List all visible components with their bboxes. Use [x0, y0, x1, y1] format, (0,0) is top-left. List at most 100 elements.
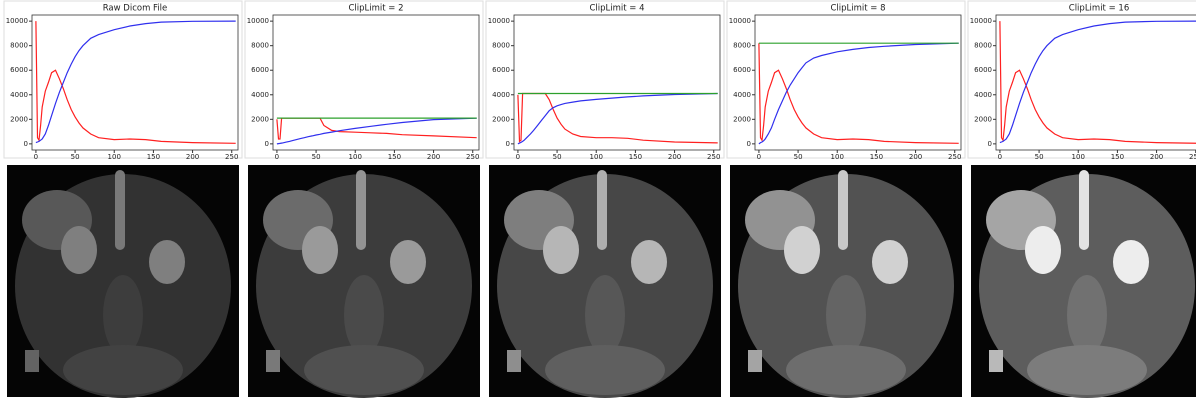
y-tick-label: 6000 [10, 66, 28, 74]
y-tick-label: 10000 [729, 17, 751, 25]
plot-frame [272, 14, 480, 151]
y-tick-label: 4000 [10, 91, 28, 99]
chart-title: ClipLimit = 16 [1069, 4, 1129, 14]
spine [1067, 275, 1107, 355]
pelvis [304, 345, 424, 395]
x-tick-label: 50 [553, 153, 562, 161]
x-tick-label: 250 [225, 153, 238, 161]
x-tick-label: 250 [707, 153, 720, 161]
x-tick-label: 100 [1072, 153, 1085, 161]
y-tick-label: 0 [506, 140, 510, 148]
x-tick-label: 250 [1189, 153, 1196, 161]
line-series [999, 21, 1196, 144]
chart-title: Raw Dicom File [103, 4, 168, 14]
line-series [35, 20, 236, 144]
mri-image [489, 165, 721, 398]
panel-frame [967, 0, 1196, 159]
y-tick-label: 8000 [251, 42, 269, 50]
pelvis [63, 345, 183, 395]
y-tick-label: 0 [988, 140, 992, 148]
y-tick-label: 8000 [733, 42, 751, 50]
y-tick-label: 6000 [251, 66, 269, 74]
x-tick-label: 50 [794, 153, 803, 161]
y-tick-label: 2000 [251, 115, 269, 123]
marker [507, 350, 521, 372]
panel-frame [485, 0, 725, 159]
y-tick-label: 2000 [733, 115, 751, 123]
mri-image [971, 165, 1196, 398]
x-tick-label: 0 [516, 153, 520, 161]
pelvis [1027, 345, 1147, 395]
line-series [517, 92, 718, 144]
x-tick-label: 250 [466, 153, 479, 161]
aorta [115, 170, 125, 250]
y-tick-label: 0 [24, 140, 28, 148]
panel-frame [726, 0, 966, 159]
spine [344, 275, 384, 355]
kidney-left [61, 226, 97, 274]
mri-image [730, 165, 962, 398]
pelvis [545, 345, 665, 395]
line-series [35, 21, 236, 144]
panel-frame [244, 0, 484, 159]
x-tick-label: 150 [870, 153, 883, 161]
chart-title: ClipLimit = 4 [589, 4, 644, 14]
y-tick-label: 10000 [247, 17, 269, 25]
aorta [1079, 170, 1089, 250]
aorta [356, 170, 366, 250]
x-tick-label: 0 [998, 153, 1002, 161]
spine [103, 275, 143, 355]
marker [25, 350, 39, 372]
x-tick-label: 200 [909, 153, 922, 161]
y-tick-label: 2000 [492, 115, 510, 123]
y-tick-label: 2000 [10, 115, 28, 123]
y-tick-label: 2000 [974, 115, 992, 123]
y-tick-label: 4000 [733, 91, 751, 99]
y-tick-label: 10000 [970, 17, 992, 25]
line-series [517, 92, 718, 145]
chart-title: ClipLimit = 2 [348, 4, 403, 14]
y-tick-label: 4000 [492, 91, 510, 99]
y-tick-label: 4000 [251, 91, 269, 99]
x-tick-label: 100 [349, 153, 362, 161]
line-series [276, 117, 477, 145]
x-tick-label: 0 [275, 153, 279, 161]
y-tick-label: 0 [265, 140, 269, 148]
y-tick-label: 8000 [10, 42, 28, 50]
x-tick-label: 150 [388, 153, 401, 161]
y-tick-label: 6000 [974, 66, 992, 74]
mri-image [248, 165, 480, 398]
x-tick-label: 150 [629, 153, 642, 161]
marker [989, 350, 1003, 372]
line-series [276, 117, 477, 140]
y-tick-label: 6000 [492, 66, 510, 74]
panel-frame [3, 0, 243, 159]
y-tick-label: 6000 [733, 66, 751, 74]
x-tick-label: 50 [1035, 153, 1044, 161]
kidney-right [1113, 240, 1149, 284]
x-tick-label: 0 [34, 153, 38, 161]
plot-frame [754, 14, 962, 151]
x-tick-label: 50 [312, 153, 321, 161]
marker [748, 350, 762, 372]
kidney-right [872, 240, 908, 284]
kidney-right [631, 240, 667, 284]
y-tick-label: 8000 [974, 42, 992, 50]
x-tick-label: 200 [668, 153, 681, 161]
line-series [758, 42, 959, 145]
x-tick-label: 200 [186, 153, 199, 161]
spine [826, 275, 866, 355]
kidney-left [302, 226, 338, 274]
x-tick-label: 150 [1111, 153, 1124, 161]
kidney-right [149, 240, 185, 284]
spine [585, 275, 625, 355]
y-tick-label: 8000 [492, 42, 510, 50]
line-series [999, 20, 1196, 144]
x-tick-label: 100 [108, 153, 121, 161]
kidney-left [543, 226, 579, 274]
y-tick-label: 10000 [488, 17, 510, 25]
x-tick-label: 0 [757, 153, 761, 161]
x-tick-label: 250 [948, 153, 961, 161]
aorta [597, 170, 607, 250]
